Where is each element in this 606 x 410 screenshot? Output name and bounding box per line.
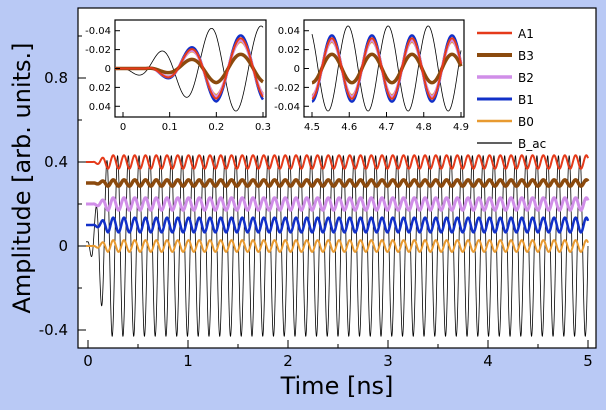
inset-right-lines <box>311 25 463 112</box>
inset-left-y-tick-label-4: 0.04 <box>89 102 111 113</box>
inset-right-x-tick-label-1: 4.6 <box>341 122 357 133</box>
inset-right-y-tick-label-1: 0.02 <box>278 45 300 56</box>
series-line-b2 <box>84 196 590 212</box>
inset-left-series-b_ac <box>115 25 264 112</box>
inset-right-x-tick-label-4: 4.9 <box>453 122 469 133</box>
legend-label-b_ac: B_ac <box>518 137 546 151</box>
inset-right: 4.5 4.6 4.7 4.8 4.9 0.04 0.02 0 -0.02 -0.04 <box>274 19 469 133</box>
x-tick-label-3: 3 <box>383 352 393 370</box>
inset-right-y-tick-label-0: 0.04 <box>278 26 300 37</box>
x-tick-label-4: 4 <box>483 352 493 370</box>
inset-left-x-tick-label-2: 0.2 <box>208 122 224 133</box>
legend: A1 B3 B2 B1 B0 B_ac <box>477 27 546 151</box>
inset-left-y-tick-label-1: -0.02 <box>85 45 111 56</box>
legend-label-b0: B0 <box>518 115 534 129</box>
x-tick-label-2: 2 <box>283 352 293 370</box>
legend-label-a1: A1 <box>518 27 534 41</box>
inset-left-lines <box>115 25 265 112</box>
inset-right-series-b_ac <box>311 25 462 112</box>
series-line-b0 <box>85 239 589 253</box>
series-line-b1 <box>84 216 590 234</box>
inset-left-x-tick-label-0: 0 <box>120 122 126 133</box>
legend-label-b2: B2 <box>518 71 534 85</box>
y-tick-label-1: 0 <box>58 237 68 255</box>
inset-right-x-tick-label-3: 4.8 <box>416 122 432 133</box>
inset-left-y-tick-label-3: 0.02 <box>89 83 111 94</box>
x-tick-label-5: 5 <box>583 352 593 370</box>
y-tick-label-2: 0.4 <box>44 153 68 171</box>
inset-right-y-tick-label-4: -0.04 <box>274 102 300 113</box>
x-tick-label-1: 1 <box>183 352 193 370</box>
legend-label-b1: B1 <box>518 93 534 107</box>
inset-left-y-tick-label-0: -0.04 <box>85 26 111 37</box>
inset-left: 0 0.1 0.2 0.3 -0.04 -0.02 0 0.02 0.04 <box>85 19 271 133</box>
inset-right-series-b3 <box>311 52 463 85</box>
inset-left-y-tick-label-2: 0 <box>105 64 111 75</box>
series-line-b_ac <box>85 155 589 337</box>
y-axis-label: Amplitude [arb. units.] <box>8 42 36 313</box>
main-series-group <box>84 154 590 337</box>
series-line-a1 <box>85 154 589 170</box>
inset-right-y-tick-label-3: -0.02 <box>274 83 300 94</box>
inset-right-series-a1 <box>311 37 462 100</box>
x-axis-label: Time [ns] <box>280 372 394 400</box>
inset-left-x-tick-label-1: 0.1 <box>162 122 178 133</box>
inset-left-series-a1 <box>115 37 264 100</box>
inset-right-x-tick-label-0: 4.5 <box>304 122 320 133</box>
x-tick-label-0: 0 <box>83 352 93 370</box>
inset-right-y-tick-label-2: 0 <box>294 64 300 75</box>
series-line-b3 <box>84 178 590 188</box>
inset-right-x-tick-label-2: 4.7 <box>379 122 395 133</box>
y-tick-label-0: -0.4 <box>39 321 68 339</box>
inset-left-x-tick-label-3: 0.3 <box>255 122 271 133</box>
main-axes: 0 1 2 3 4 5 -0.4 0 0.4 0.8 <box>39 35 593 370</box>
legend-label-b3: B3 <box>518 49 534 63</box>
y-tick-label-3: 0.8 <box>44 69 68 87</box>
